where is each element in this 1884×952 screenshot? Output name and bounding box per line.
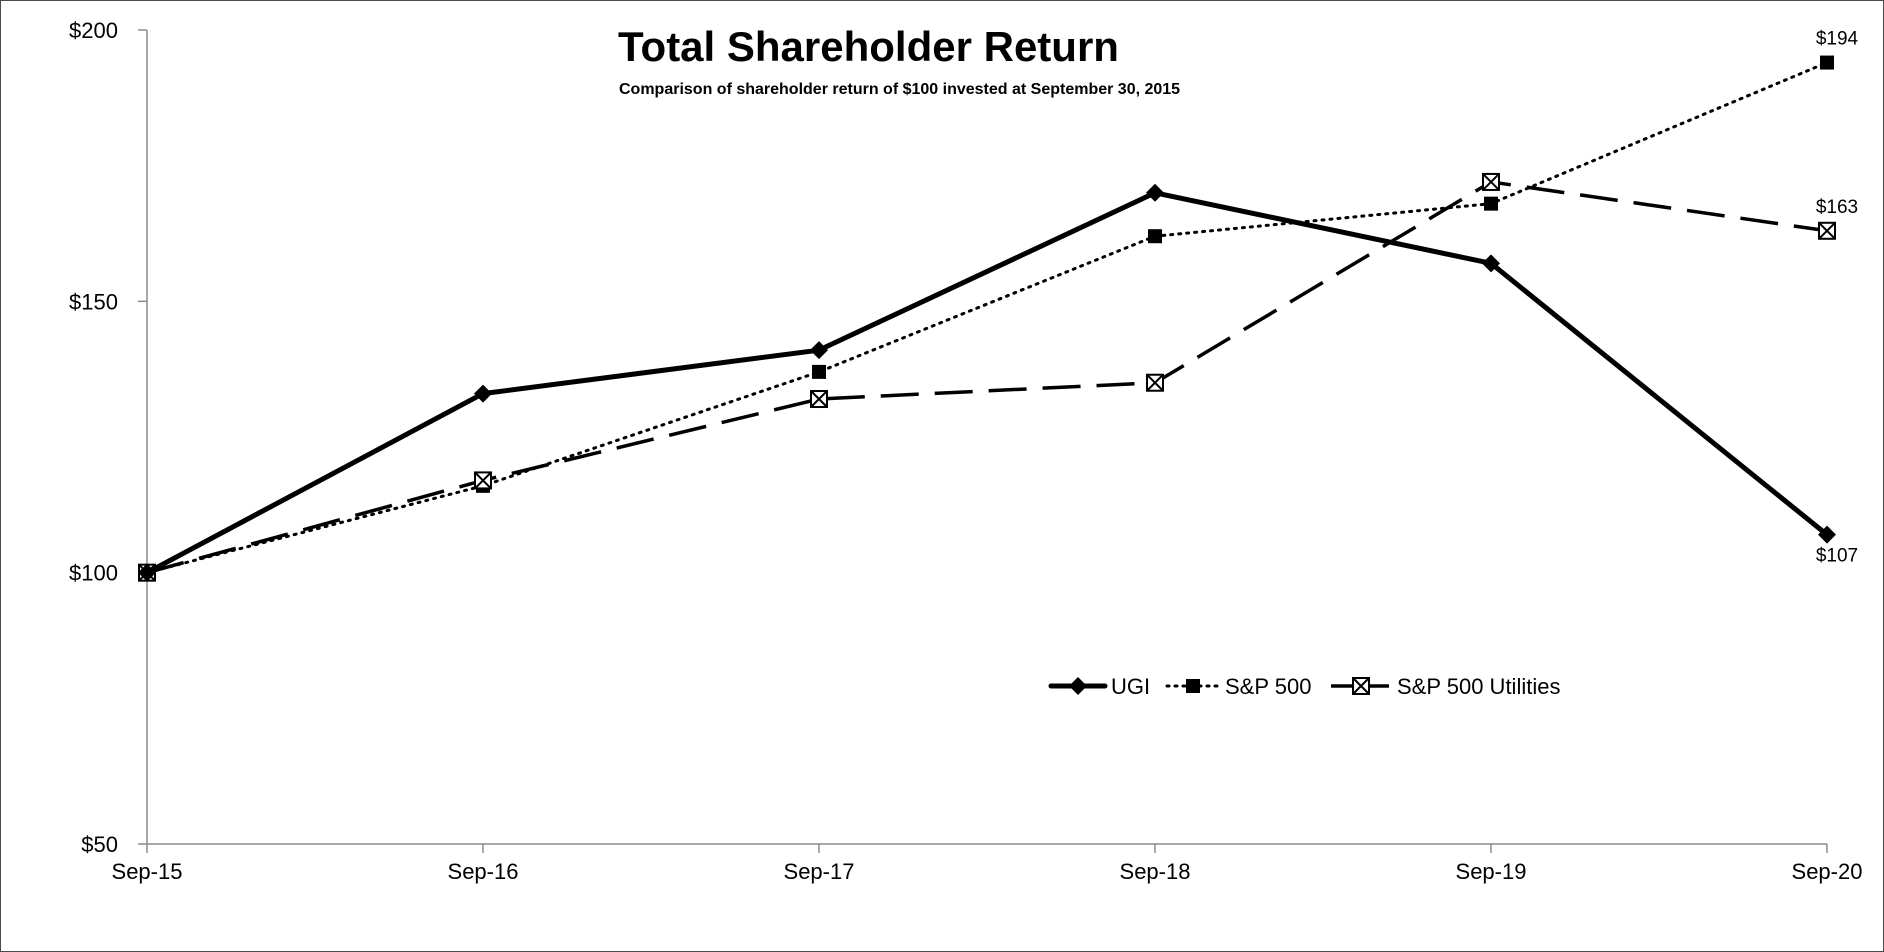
series-lines xyxy=(138,55,1836,582)
y-tick-label: $150 xyxy=(69,289,118,314)
data-point xyxy=(1818,525,1836,544)
series-line xyxy=(144,190,1830,576)
legend-marker xyxy=(1352,677,1370,695)
legend-marker xyxy=(1069,677,1087,695)
legend-label: S&P 500 xyxy=(1225,674,1311,699)
data-point xyxy=(1484,196,1498,211)
marker-cross xyxy=(1146,374,1164,392)
data-point xyxy=(810,390,828,409)
legend-item: S&P 500 xyxy=(1165,674,1311,699)
x-tick-label: Sep-17 xyxy=(784,859,855,884)
series-s-p-500 xyxy=(140,55,1834,580)
series-line xyxy=(145,61,1829,575)
marker-cross xyxy=(474,471,492,490)
series-ugi xyxy=(138,183,1836,582)
axes: $50 $100 $150 $200 Sep-15 Sep-16 Sep-17 Sep-18 S… xyxy=(69,18,1862,884)
y-tick-label: $100 xyxy=(69,561,118,586)
marker-cross xyxy=(810,390,828,408)
x-tick-label: Sep-16 xyxy=(448,859,519,884)
data-point xyxy=(138,563,156,582)
y-tick-label: $200 xyxy=(69,18,118,43)
data-point xyxy=(1482,172,1500,191)
legend-item: S&P 500 Utilities xyxy=(1331,674,1560,699)
legend-label: S&P 500 Utilities xyxy=(1397,674,1560,699)
chart-title: Total Shareholder Return xyxy=(618,23,1119,70)
x-tick-label: Sep-19 xyxy=(1456,859,1527,884)
legend: UGI S&P 500 S&P 500 Utilities xyxy=(1048,674,1560,699)
legend-item: UGI xyxy=(1048,674,1150,699)
data-point xyxy=(1482,254,1500,273)
data-point xyxy=(1148,229,1162,244)
data-labels: $107 $194 $163 xyxy=(1816,29,1859,567)
end-value-label: $163 xyxy=(1816,197,1858,218)
data-point xyxy=(1146,373,1164,392)
x-tick-label: Sep-15 xyxy=(112,859,183,884)
data-point xyxy=(1146,183,1164,202)
data-point xyxy=(1820,55,1834,70)
x-tick-label: Sep-18 xyxy=(1120,859,1191,884)
data-point xyxy=(474,471,492,490)
series-s-p-500-utilities xyxy=(138,172,1836,582)
series-line xyxy=(146,180,1828,575)
legend-label: UGI xyxy=(1111,674,1150,699)
chart-subtitle: Comparison of shareholder return of $100… xyxy=(619,81,1180,98)
marker-cross xyxy=(1482,173,1500,191)
data-point xyxy=(1818,221,1836,240)
x-tick-label: Sep-20 xyxy=(1792,859,1863,884)
legend-marker xyxy=(1186,679,1200,693)
data-point xyxy=(810,341,828,360)
data-point xyxy=(812,364,826,379)
y-tick-label: $50 xyxy=(81,832,118,857)
marker-cross xyxy=(1352,677,1370,695)
end-value-label: $107 xyxy=(1816,546,1858,567)
data-point xyxy=(474,384,492,403)
marker-cross xyxy=(1818,222,1836,240)
end-value-label: $194 xyxy=(1816,29,1859,50)
